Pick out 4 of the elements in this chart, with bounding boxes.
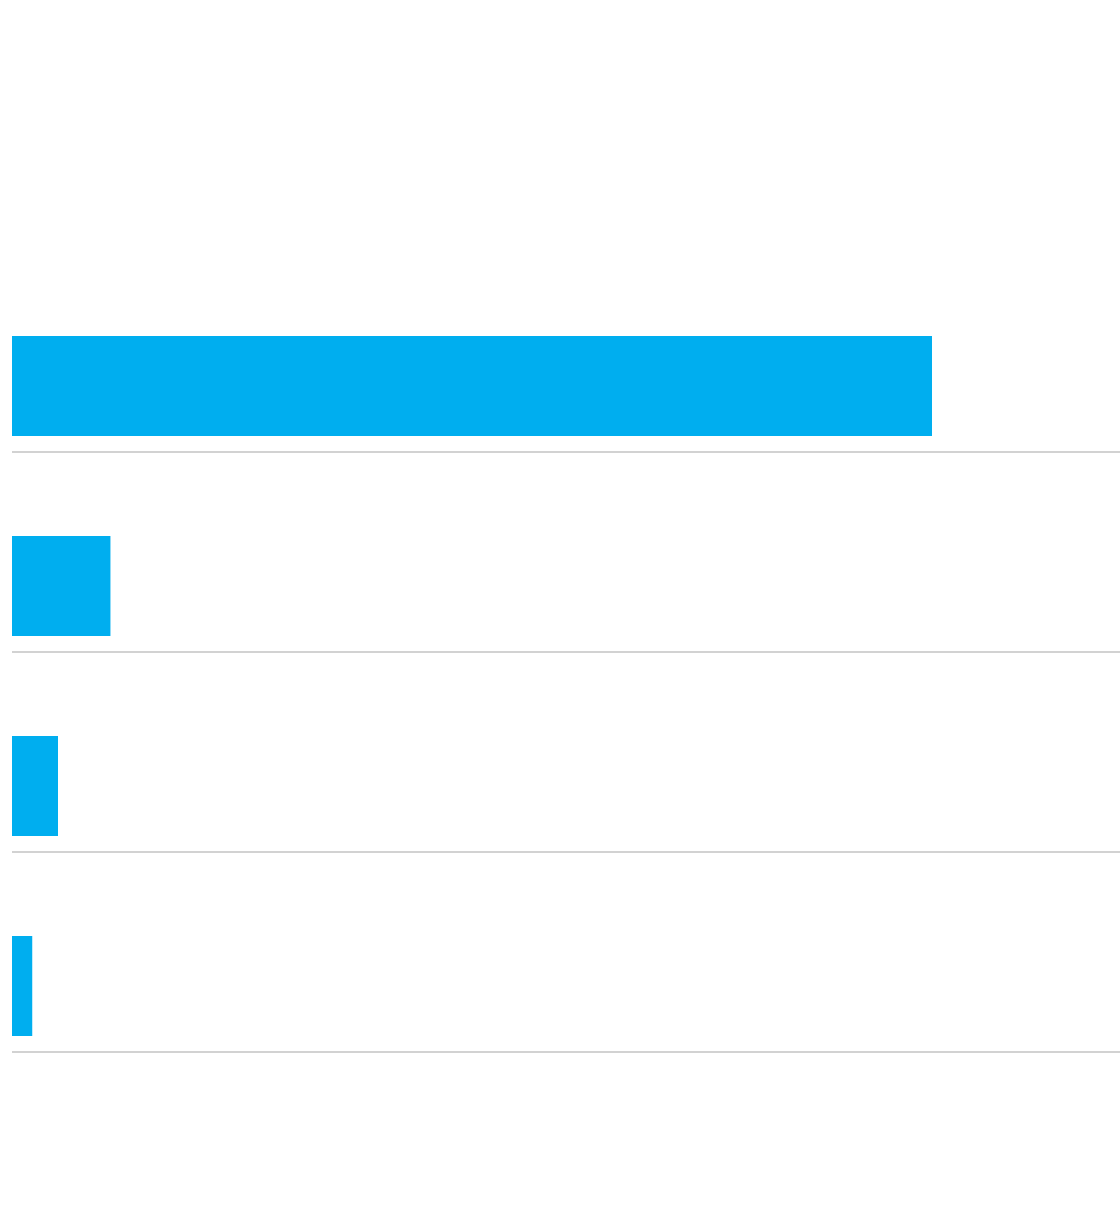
bar xyxy=(12,936,33,1037)
bar xyxy=(12,736,58,837)
bar xyxy=(12,336,933,437)
bar xyxy=(12,536,111,637)
